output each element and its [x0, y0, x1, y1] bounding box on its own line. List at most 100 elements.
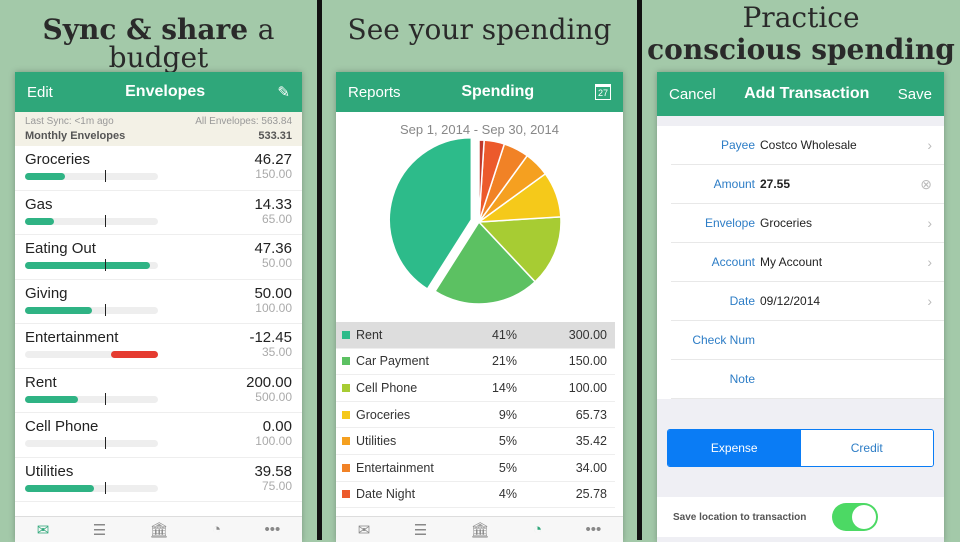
spending-row[interactable]: Date Night 4% 25.78	[336, 482, 615, 509]
envelope-balance: 200.00	[246, 373, 292, 391]
spending-row[interactable]: Entertainment 5% 34.00	[336, 455, 615, 482]
list-icon[interactable]: ☰	[92, 521, 107, 539]
field-row[interactable]: Account My Account ›	[671, 243, 944, 282]
bank-icon[interactable]: 🏛	[470, 521, 490, 539]
more-icon[interactable]: •••	[264, 521, 281, 538]
field-value[interactable]: My Account	[760, 255, 823, 269]
field-label: Date	[729, 294, 755, 308]
field-label: Payee	[720, 138, 755, 152]
headline-1: Sync & share a budget	[42, 13, 275, 74]
spending-row[interactable]: Cell Phone 14% 100.00	[336, 375, 615, 402]
envelopes-icon[interactable]: ✉	[357, 521, 371, 539]
more-icon[interactable]: •••	[585, 521, 602, 538]
reports-button[interactable]: Reports	[348, 83, 401, 101]
headline-3: Practice conscious spending	[647, 1, 955, 66]
month-marker	[104, 214, 107, 227]
legend-swatch	[342, 490, 350, 499]
category-amount: 35.42	[575, 434, 607, 449]
cancel-button[interactable]: Cancel	[669, 85, 716, 103]
list-icon[interactable]: ☰	[413, 521, 428, 539]
field-label: Check Num	[692, 333, 755, 347]
field-row[interactable]: Note	[671, 360, 944, 399]
category-percent: 5%	[498, 460, 517, 475]
field-row[interactable]: Payee Costco Wholesale ›	[671, 126, 944, 165]
nav-bar: Reports Spending 27	[336, 72, 623, 112]
category-percent: 9%	[498, 407, 517, 422]
category-name: Groceries	[356, 407, 411, 422]
save-button[interactable]: Save	[897, 85, 932, 103]
envelope-row[interactable]: Groceries 46.27 150.00	[15, 146, 302, 191]
envelope-balance: 46.27	[254, 151, 292, 168]
category-name: Car Payment	[356, 354, 429, 369]
legend-swatch	[342, 410, 350, 419]
pie-slice-other[interactable]	[478, 139, 485, 223]
category-percent: 5%	[498, 434, 517, 449]
tab-bar: ✉ ☰ 🏛 ◔ •••	[15, 516, 302, 542]
field-value[interactable]: Costco Wholesale	[760, 138, 857, 152]
all-envelopes: All Envelopes: 563.84	[195, 116, 292, 127]
category-percent: 4%	[498, 487, 517, 502]
envelope-budget: 150.00	[255, 167, 292, 181]
month-marker	[104, 437, 107, 449]
chevron-right-icon: ›	[927, 293, 932, 309]
envelope-name: Giving	[25, 284, 68, 302]
field-label: Amount	[713, 177, 755, 191]
field-row[interactable]: Envelope Groceries ›	[671, 204, 944, 243]
envelope-row[interactable]: Utilities 39.58 75.00	[15, 458, 302, 502]
envelope-row[interactable]: Rent 200.00 500.00	[15, 369, 302, 413]
save-location-label: Save location to transaction	[673, 511, 807, 523]
envelope-row[interactable]: Entertainment -12.45 35.00	[15, 324, 302, 369]
edit-button[interactable]: Edit	[27, 83, 53, 101]
envelope-progress-bar	[25, 392, 158, 405]
envelopes-screen: Edit Envelopes ✎ Last Sync: <1m ago All E…	[15, 72, 302, 542]
spending-row[interactable]: Car Payment 21% 150.00	[336, 349, 615, 376]
calendar-icon[interactable]: 27	[594, 84, 611, 100]
envelope-row[interactable]: Eating Out 47.36 50.00	[15, 235, 302, 280]
field-value[interactable]: Groceries	[760, 216, 813, 230]
clear-icon[interactable]: ⊗	[920, 175, 932, 192]
category-name: Cell Phone	[356, 380, 418, 395]
pie-slice-car-payment[interactable]	[434, 220, 537, 305]
envelope-progress-bar	[25, 170, 158, 182]
pie-chart-icon[interactable]: ◔	[533, 521, 543, 538]
add-transaction-screen: Cancel Add Transaction Save Payee Costco …	[657, 72, 944, 542]
envelope-row[interactable]: Cell Phone 0.00 100.00	[15, 413, 302, 458]
save-location-toggle[interactable]	[832, 503, 879, 531]
spending-row[interactable]: Groceries 9% 65.73	[336, 402, 615, 429]
field-value[interactable]: 09/12/2014	[760, 294, 821, 308]
expense-segment[interactable]: Expense	[668, 430, 801, 466]
envelope-name: Cell Phone	[25, 418, 99, 435]
field-row[interactable]: Check Num	[671, 321, 944, 360]
category-amount: 65.73	[575, 407, 607, 422]
save-location-row: Save location to transaction	[657, 497, 944, 537]
envelope-progress-bar	[25, 214, 158, 227]
progress-fill	[25, 484, 95, 492]
envelope-progress-bar	[25, 437, 158, 449]
envelope-budget: 75.00	[261, 478, 292, 493]
month-marker	[104, 259, 107, 271]
envelope-row[interactable]: Giving 50.00 100.00	[15, 280, 302, 324]
legend-swatch	[342, 330, 350, 339]
category-name: Utilities	[356, 434, 397, 449]
progress-fill	[25, 217, 55, 225]
spending-row[interactable]: Rent 41% 300.00	[336, 322, 615, 349]
field-row[interactable]: Date 09/12/2014 ›	[671, 282, 944, 321]
field-value[interactable]: 27.55	[760, 177, 791, 191]
envelopes-icon[interactable]: ✉	[36, 521, 50, 539]
category-percent: 41%	[491, 327, 517, 342]
credit-segment[interactable]: Credit	[800, 430, 933, 466]
pie-slice-cell-phone[interactable]	[477, 216, 562, 283]
spending-row[interactable]: Utilities 5% 35.42	[336, 428, 615, 455]
envelope-budget: 35.00	[261, 345, 292, 359]
envelope-budget: 100.00	[255, 300, 292, 315]
chevron-right-icon: ›	[927, 137, 932, 153]
pie-chart-icon[interactable]: ◔	[212, 521, 222, 538]
chevron-right-icon: ›	[927, 254, 932, 270]
envelope-budget: 100.00	[255, 434, 292, 448]
bank-icon[interactable]: 🏛	[149, 521, 169, 539]
progress-fill	[25, 262, 151, 269]
compose-icon[interactable]: ✎	[277, 84, 290, 101]
envelope-row[interactable]: Gas 14.33 65.00	[15, 191, 302, 235]
field-row[interactable]: Amount 27.55 ⊗	[671, 165, 944, 204]
pie-slice-rent[interactable]	[388, 137, 473, 291]
